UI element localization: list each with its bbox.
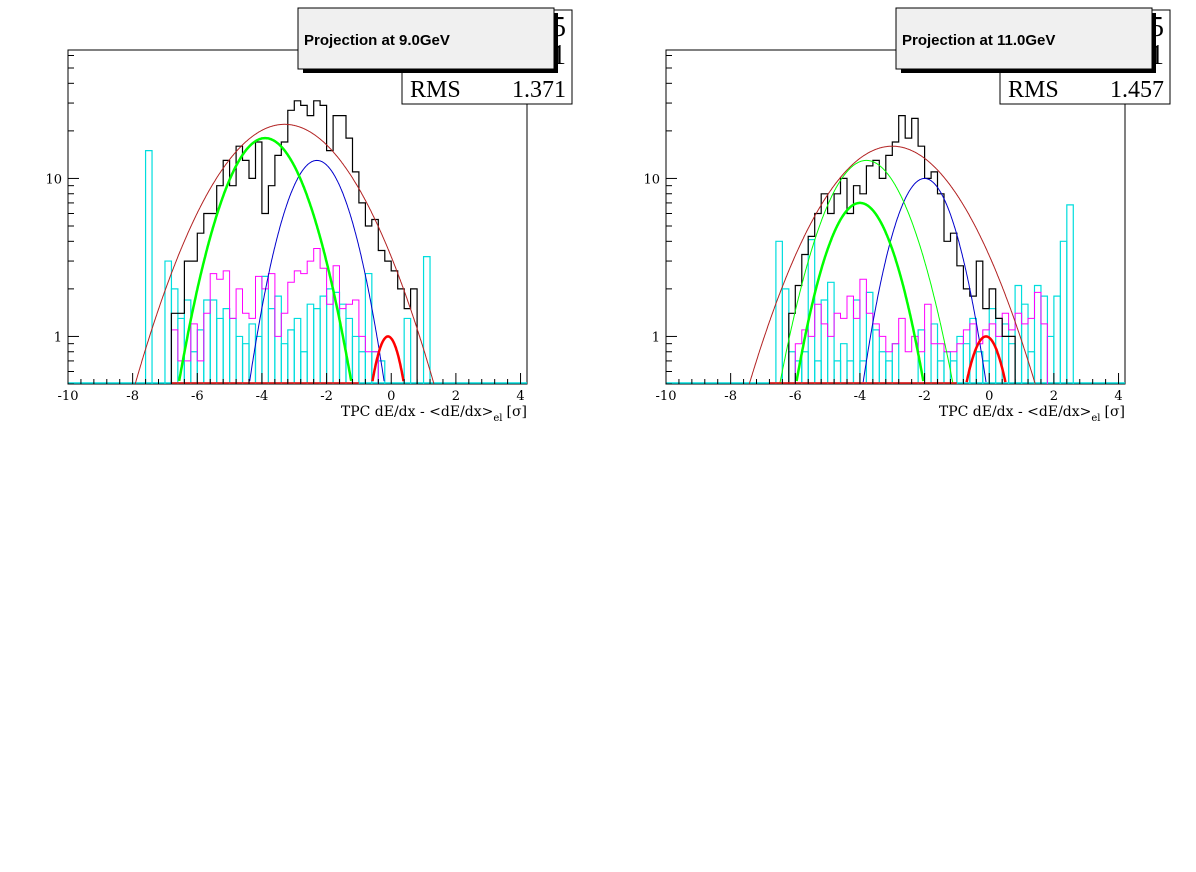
stats-label: RMS: [410, 77, 461, 103]
x-axis-title: TPC dE/dx - <dE/dx>el [σ]: [939, 404, 1125, 424]
electron-template-bar: [274, 295, 282, 384]
electron-template-bar: [144, 150, 153, 384]
electron-fit-curve: [371, 335, 405, 382]
title-box: Projection at 11.0GeV: [895, 7, 1156, 73]
chart-panel-9gev: TPC dE/dx - <dE/dx>el [σ] 5 1 RMS 1.371 P…: [45, 7, 573, 424]
data-histogram: [170, 100, 418, 384]
x-tick-label: -2: [918, 389, 931, 404]
title-box-frame: [297, 7, 555, 70]
electron-template-bar: [1066, 204, 1074, 384]
total-fit-curve: [748, 145, 1036, 384]
electron-template-bar: [852, 299, 861, 384]
title-box: Projection at 9.0GeV: [297, 7, 558, 73]
y-tick-label: 10: [45, 172, 62, 187]
plot-content: [68, 100, 527, 384]
electron-template-bar: [930, 323, 939, 384]
x-tick-label: 2: [1050, 389, 1058, 404]
x-tick-label: -8: [126, 389, 139, 404]
electron-template-bar: [364, 272, 373, 384]
kaon-fit-curve: [249, 159, 385, 382]
plot-frame: [665, 49, 1126, 385]
stats-value: 1.371: [512, 77, 566, 103]
x-tick-label: 0: [387, 389, 395, 404]
x-tick-label: 2: [452, 389, 460, 404]
x-tick-label: -4: [256, 389, 269, 404]
x-tick-label: -6: [789, 389, 802, 404]
kaon-fit-curve: [862, 177, 987, 383]
x-tick-label: 0: [985, 389, 993, 404]
chart-panel-11gev: TPC dE/dx - <dE/dx>el [σ] 5 1 RMS 1.457 P…: [643, 7, 1171, 424]
x-tick-label: -4: [854, 389, 867, 404]
proton-template-histogram: [794, 278, 1048, 384]
x-tick-label: -8: [724, 389, 737, 404]
y-tick-label: 1: [54, 330, 62, 345]
chart-title: Projection at 11.0GeV: [902, 32, 1055, 49]
pion-fit-curve: [779, 159, 954, 384]
total-fit-curve: [134, 123, 435, 384]
title-box-frame: [895, 7, 1153, 70]
pion-fit-curve: [177, 136, 353, 382]
data-histogram: [788, 115, 1016, 384]
electron-template-bar: [1020, 303, 1029, 384]
chart-title: Projection at 9.0GeV: [304, 32, 450, 49]
proton-template-histogram: [170, 248, 379, 384]
x-axis: -10 -8 -6 -4 -2 0 2 4: [656, 373, 1123, 404]
pion-fit-curve-bold: [795, 201, 925, 382]
stats-value: 1.457: [1110, 77, 1164, 103]
electron-template-bar: [403, 317, 412, 384]
electron-template-bar: [422, 256, 431, 384]
x-axis: -10 -8 -6 -4 -2 0 2 4: [58, 373, 525, 404]
x-tick-label: 4: [516, 389, 524, 404]
plot-content: [666, 115, 1125, 384]
y-tick-label: 1: [652, 330, 660, 345]
x-tick-label: 4: [1114, 389, 1122, 404]
x-tick-label: -10: [656, 389, 677, 404]
plot-frame: [67, 49, 528, 385]
y-tick-label: 10: [643, 172, 660, 187]
x-tick-label: -10: [58, 389, 79, 404]
y-axis: 1 10: [643, 54, 677, 385]
x-axis-title: TPC dE/dx - <dE/dx>el [σ]: [341, 404, 527, 424]
x-tick-label: -6: [191, 389, 204, 404]
electron-fit-curve: [965, 335, 1007, 383]
stats-label: RMS: [1008, 77, 1059, 103]
x-tick-label: -2: [320, 389, 333, 404]
y-axis: 1 10: [45, 54, 79, 385]
